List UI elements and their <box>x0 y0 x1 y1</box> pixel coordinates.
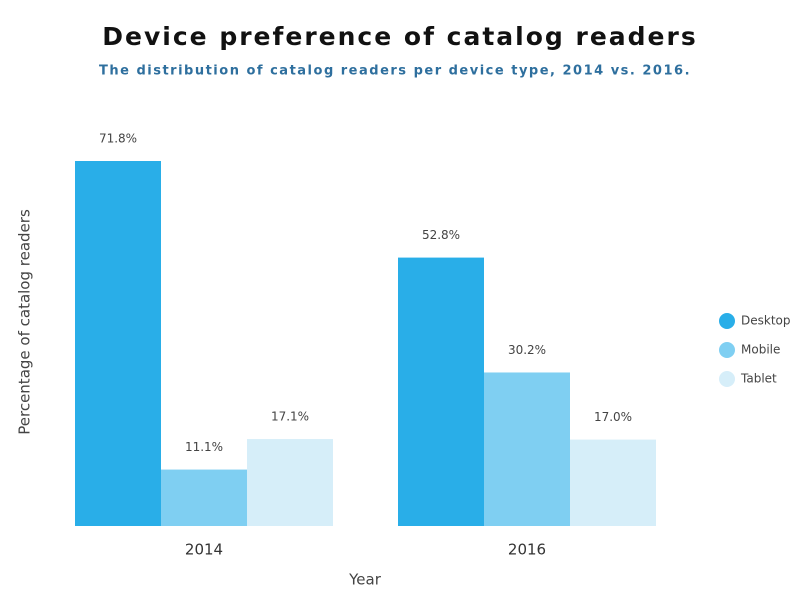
bar <box>161 469 247 526</box>
legend-label: Desktop <box>741 314 791 328</box>
legend-label: Mobile <box>741 343 780 357</box>
legend-marker <box>719 342 735 358</box>
data-label: 52.8% <box>422 228 460 242</box>
data-label: 17.1% <box>271 410 309 424</box>
bar <box>75 161 161 526</box>
x-tick-label: 2014 <box>185 541 223 559</box>
chart-subtitle: The distribution of catalog readers per … <box>99 64 691 79</box>
data-label: 71.8% <box>99 132 137 146</box>
data-label: 30.2% <box>508 343 546 357</box>
data-label: 11.1% <box>185 440 223 454</box>
bar <box>570 439 656 526</box>
y-axis-label: Percentage of catalog readers <box>16 209 34 435</box>
bar <box>484 372 570 526</box>
legend-label: Tablet <box>740 372 777 386</box>
legend-marker <box>719 371 735 387</box>
x-axis-label: Year <box>348 571 382 589</box>
data-label: 17.0% <box>594 410 632 424</box>
bar <box>398 257 484 526</box>
x-tick-label: 2016 <box>508 541 546 559</box>
chart-title: Device preference of catalog readers <box>102 22 697 51</box>
legend-marker <box>719 313 735 329</box>
bar <box>247 439 333 526</box>
